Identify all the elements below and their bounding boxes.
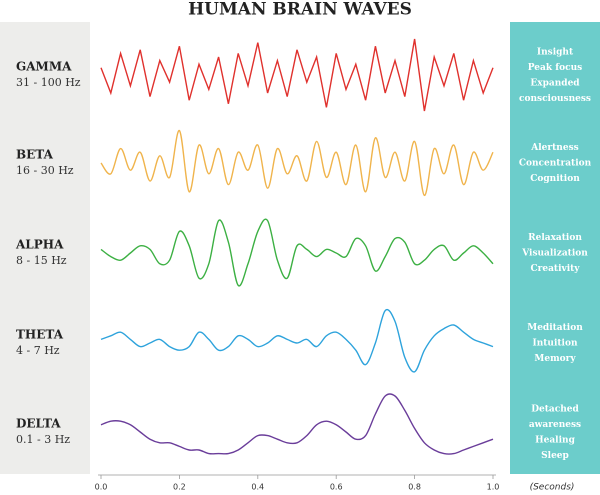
wave-line — [100, 393, 494, 455]
x-tick-label: 0.0 — [95, 483, 108, 492]
effect-text: Expanded — [530, 78, 580, 88]
wave-line — [100, 218, 494, 287]
wave-name: GAMMA — [16, 60, 72, 74]
wave-range: 0.1 - 3 Hz — [16, 433, 70, 446]
wave-range: 16 - 30 Hz — [16, 164, 74, 177]
chart-title: HUMAN BRAIN WAVES — [188, 0, 412, 20]
effect-text: Visualization — [521, 249, 588, 259]
effect-text: Detached — [531, 404, 579, 414]
effect-text: Sleep — [541, 451, 569, 461]
x-tick-label: 0.2 — [173, 483, 186, 492]
wave-line — [100, 308, 494, 373]
effect-text: Cognition — [530, 174, 580, 184]
effect-text: Meditation — [527, 323, 583, 333]
wave-range: 31 - 100 Hz — [16, 76, 81, 89]
effects-panel — [510, 22, 600, 474]
effect-text: Relaxation — [528, 233, 582, 243]
effect-text: Intuition — [533, 339, 578, 349]
effect-text: consciousness — [519, 94, 591, 104]
effect-text: Healing — [535, 435, 575, 445]
label-panel — [0, 22, 90, 474]
wave-range: 8 - 15 Hz — [16, 254, 67, 267]
wave-name: THETA — [16, 328, 64, 342]
wave-line — [100, 129, 494, 197]
effect-text: Memory — [534, 354, 576, 364]
x-tick-label: 0.4 — [251, 483, 264, 492]
wave-name: BETA — [16, 148, 54, 162]
wave-line — [100, 38, 494, 112]
x-tick-label: 1.0 — [487, 483, 500, 492]
effect-text: Peak focus — [528, 63, 582, 73]
x-tick-label: 0.8 — [408, 483, 421, 492]
x-axis-label: (Seconds) — [530, 483, 575, 492]
effect-text: Creativity — [530, 264, 580, 274]
effect-text: Insight — [537, 47, 574, 57]
wave-range: 4 - 7 Hz — [16, 344, 60, 357]
wave-name: DELTA — [16, 417, 61, 431]
effect-text: Concentration — [519, 159, 592, 169]
wave-name: ALPHA — [15, 238, 64, 252]
effect-text: awareness — [529, 420, 581, 430]
effect-text: Alertness — [530, 143, 578, 153]
x-tick-label: 0.6 — [330, 483, 343, 492]
